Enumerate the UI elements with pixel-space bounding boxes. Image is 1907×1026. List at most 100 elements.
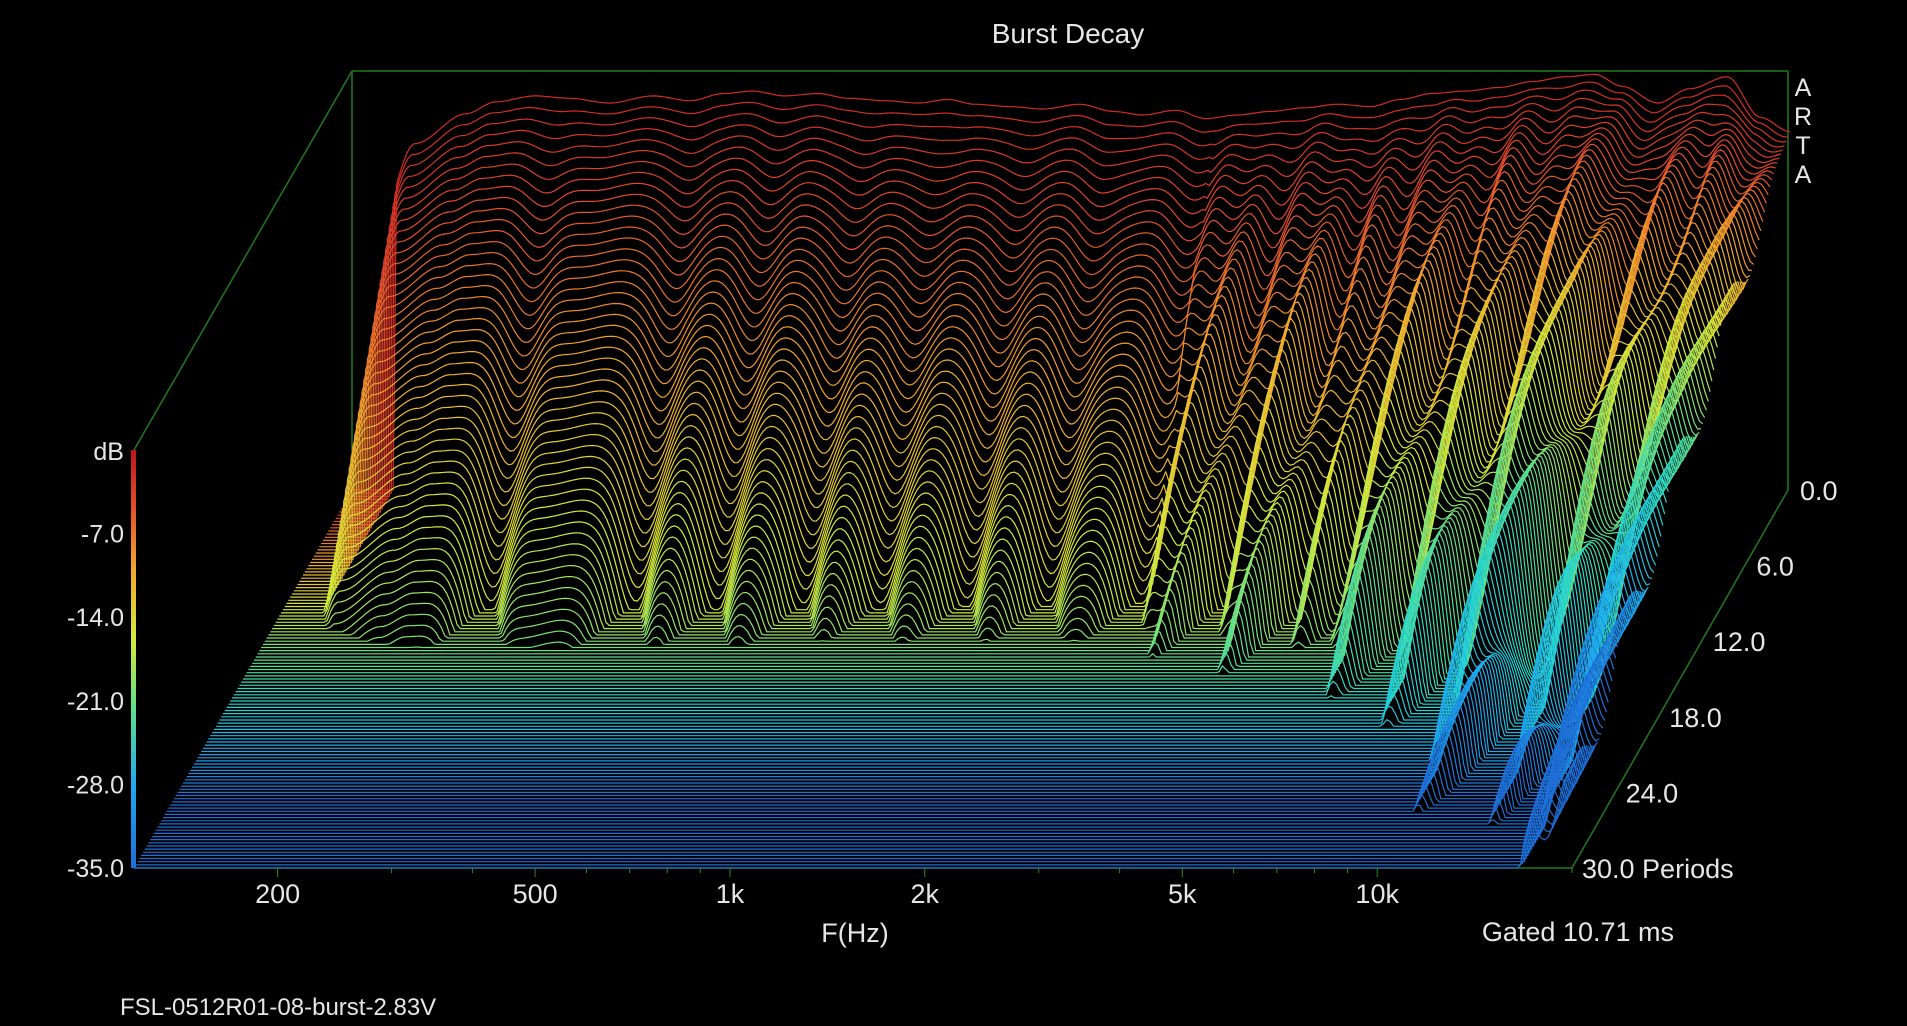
decay-slice	[244, 437, 1684, 677]
watermark-letter: T	[1795, 132, 1810, 160]
periods-tick-label: 6.0	[1756, 552, 1794, 582]
x-axis-label: F(Hz)	[821, 918, 888, 948]
decay-slice	[213, 529, 1653, 731]
decay-slice	[293, 282, 1733, 592]
decay-slice	[264, 369, 1704, 642]
decay-slice	[163, 690, 1602, 819]
decay-slice	[201, 580, 1640, 753]
decay-slice	[161, 697, 1600, 822]
waterfall-slices	[134, 73, 1791, 869]
decay-slice	[166, 677, 1606, 812]
decay-slice	[174, 653, 1613, 800]
frequency-tick-labels: 200 500 1k 2k 5k 10k	[255, 868, 1573, 909]
decay-slice	[297, 269, 1737, 586]
decay-slice	[228, 483, 1668, 705]
decay-slice	[219, 511, 1658, 721]
decay-slice	[335, 138, 1775, 519]
decay-slice	[212, 537, 1651, 734]
decay-slice	[275, 337, 1715, 623]
decay-slice	[223, 500, 1662, 715]
decay-slice	[235, 460, 1674, 693]
decay-slice	[346, 97, 1785, 500]
decay-slice	[233, 466, 1673, 696]
db-axis-label: dB	[93, 438, 124, 466]
periods-tick-label: 12.0	[1713, 627, 1766, 657]
frequency-tick-label: 200	[255, 879, 300, 909]
decay-slice	[321, 184, 1760, 545]
decay-slice	[179, 634, 1618, 790]
db-color-bar	[131, 450, 136, 868]
decay-slice	[141, 749, 1580, 857]
periods-tick-label: 30.0 Periods	[1582, 854, 1734, 884]
decay-slice	[281, 321, 1720, 614]
decay-slice	[339, 127, 1778, 513]
decay-slice	[175, 646, 1615, 797]
decay-slice	[317, 198, 1756, 551]
decay-slice	[159, 703, 1598, 825]
db-tick-label: -7.0	[81, 521, 124, 549]
decay-slice	[286, 304, 1725, 605]
decay-slice	[273, 342, 1713, 627]
decay-slice	[230, 478, 1669, 702]
decay-slice	[203, 571, 1642, 749]
decay-slice	[186, 609, 1625, 778]
decay-slice	[241, 443, 1680, 683]
decay-slice	[152, 733, 1591, 838]
decay-slice	[183, 622, 1622, 784]
decay-slice	[192, 595, 1631, 768]
frequency-tick-label: 10k	[1355, 879, 1399, 909]
db-tick-label: -35.0	[67, 855, 124, 883]
decay-slice	[283, 315, 1722, 611]
decay-slice	[344, 106, 1783, 504]
decay-slice	[210, 542, 1649, 737]
decay-slice	[326, 165, 1766, 535]
decay-slice	[259, 388, 1698, 652]
decay-slice	[292, 288, 1731, 595]
decay-slice	[170, 665, 1609, 806]
decay-slice	[312, 221, 1751, 560]
decay-slice	[206, 557, 1646, 743]
decay-slice	[266, 363, 1706, 639]
decay-slice	[313, 212, 1752, 557]
decay-slice	[148, 745, 1588, 844]
frequency-tick-label: 2k	[911, 879, 940, 909]
decay-slice	[270, 352, 1709, 633]
decay-slice	[263, 375, 1702, 646]
decay-slice	[341, 121, 1780, 510]
decay-slice	[255, 401, 1695, 658]
periods-tick-labels: 0.0 6.0 12.0 18.0 24.0 30.0 Periods	[1582, 476, 1838, 884]
decay-slice	[177, 641, 1617, 794]
decay-slice	[246, 436, 1686, 674]
decay-slice	[337, 132, 1776, 516]
decay-slice	[348, 89, 1787, 497]
decay-slice	[342, 115, 1782, 507]
decay-slice	[146, 745, 1586, 847]
decay-slice	[350, 81, 1789, 494]
decay-slice	[143, 747, 1582, 853]
db-tick-label: -14.0	[67, 604, 124, 632]
decay-slice	[193, 592, 1633, 765]
file-name: FSL-0512R01-08-burst-2.83V	[120, 994, 436, 1021]
decay-slice	[172, 658, 1611, 803]
decay-slice	[243, 440, 1682, 680]
decay-slice	[181, 628, 1620, 787]
decay-slice	[188, 603, 1627, 775]
decay-slice	[197, 590, 1637, 759]
decay-slice	[248, 432, 1688, 671]
decay-slice	[252, 416, 1691, 664]
decay-slice	[232, 472, 1671, 699]
decay-slice	[277, 331, 1717, 620]
decay-slice	[184, 616, 1624, 781]
depth-bottom-edge	[1571, 489, 1789, 869]
chart-title: Burst Decay	[992, 18, 1145, 49]
decay-slice	[135, 764, 1575, 866]
decay-slice	[306, 237, 1746, 570]
decay-slice	[288, 299, 1727, 601]
decay-slice	[168, 671, 1608, 809]
decay-slice	[199, 587, 1638, 756]
decay-slice	[137, 758, 1577, 863]
decay-slice	[215, 523, 1655, 727]
decay-slice	[224, 495, 1664, 712]
